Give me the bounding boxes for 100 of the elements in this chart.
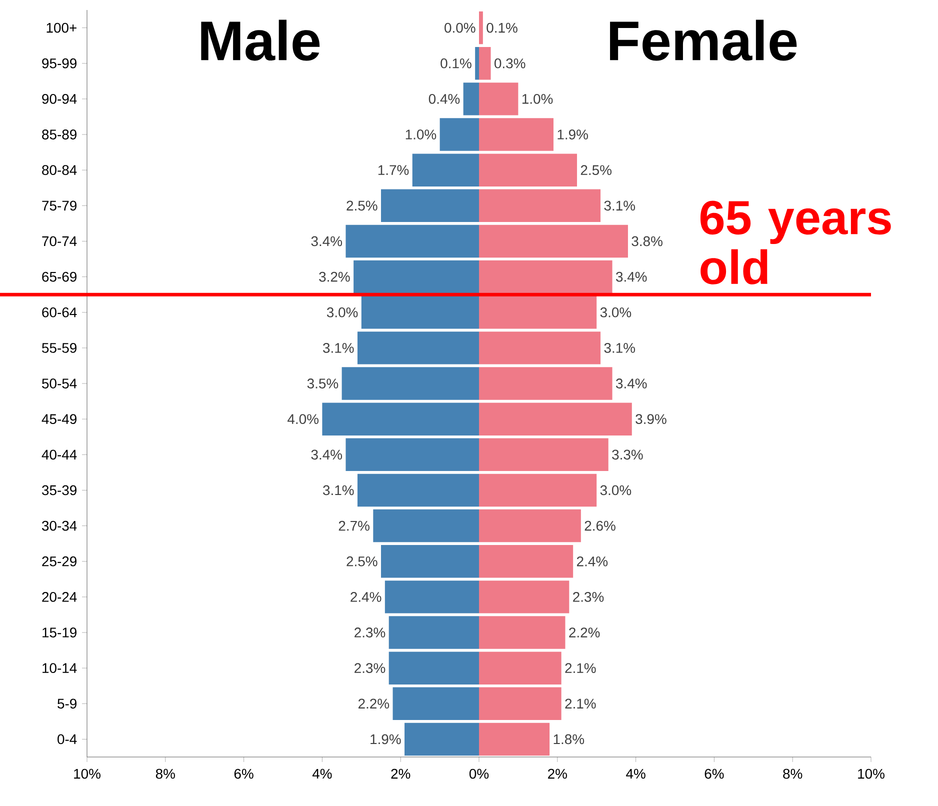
x-tick-label: 6% — [704, 768, 724, 779]
data-label: 3.1% — [323, 485, 354, 496]
y-tick-label: 0-4 — [58, 734, 77, 744]
y-tick-label: 75-79 — [42, 200, 76, 211]
y-tick-label: 5-9 — [58, 698, 76, 709]
bar — [463, 82, 480, 116]
data-label: 3.9% — [636, 414, 666, 424]
data-label: 3.0% — [600, 307, 632, 318]
bar — [479, 580, 570, 614]
data-label: 2.2% — [569, 628, 600, 638]
y-tick-label: 30-34 — [42, 520, 77, 531]
y-tick-label: 25-29 — [42, 556, 76, 566]
data-label: 3.2% — [319, 272, 350, 282]
y-tick-label: 95-99 — [42, 58, 76, 68]
data-label: 2.2% — [358, 698, 390, 709]
data-label: 3.0% — [326, 307, 358, 318]
data-label: 1.0% — [522, 94, 553, 104]
y-tick-label: 20-24 — [42, 592, 77, 602]
bar — [354, 260, 480, 294]
y-tick-label: 35-39 — [42, 485, 76, 496]
bar — [388, 652, 480, 684]
data-label: 2.1% — [565, 698, 596, 709]
data-label: 0.1% — [486, 22, 518, 33]
bar — [479, 402, 632, 436]
y-tick-label: 45-49 — [42, 414, 76, 424]
bar — [479, 722, 550, 756]
bar — [479, 189, 601, 222]
bar — [479, 296, 597, 329]
y-tick-label: 85-89 — [42, 130, 76, 140]
y-tick-label: 15-19 — [42, 628, 76, 638]
x-tick-label: 10% — [858, 768, 884, 779]
data-label: 2.5% — [346, 200, 378, 211]
bar — [479, 545, 574, 578]
data-label: 0.0% — [444, 22, 476, 33]
data-label: 1.0% — [406, 130, 436, 140]
y-tick-label: 100+ — [46, 22, 76, 33]
bar — [479, 82, 518, 116]
y-tick-label: 70-74 — [42, 236, 77, 246]
data-label: 3.0% — [600, 485, 632, 496]
data-label: 3.4% — [311, 450, 342, 460]
bar — [342, 367, 480, 400]
bar — [404, 722, 480, 756]
x-tick-label: 8% — [783, 768, 802, 779]
data-label: 3.4% — [616, 378, 647, 388]
bar — [479, 474, 597, 507]
bar — [388, 616, 480, 649]
data-label: 1.9% — [558, 130, 588, 140]
data-label: 3.8% — [632, 236, 662, 246]
data-label: 3.1% — [323, 342, 354, 353]
bar — [381, 189, 480, 222]
data-label: 4.0% — [288, 414, 319, 424]
data-label: 2.7% — [338, 520, 370, 531]
data-label: 2.1% — [565, 663, 596, 673]
bar — [479, 118, 554, 151]
series-label: Female — [610, 20, 797, 61]
bar — [479, 367, 612, 400]
bar — [479, 11, 483, 44]
bar — [381, 545, 480, 578]
ref-line-label: 65 years old — [700, 200, 891, 284]
y-tick-label: 50-54 — [42, 378, 77, 388]
data-label: 3.4% — [311, 236, 342, 246]
bar — [479, 687, 562, 720]
data-label: 0.3% — [494, 58, 526, 68]
x-tick-label: 6% — [234, 768, 254, 779]
bar — [479, 332, 601, 364]
data-label: 2.5% — [580, 165, 612, 176]
bar — [479, 224, 628, 258]
data-label: 2.5% — [346, 556, 378, 566]
bar — [479, 509, 581, 542]
bar — [479, 46, 491, 80]
bar — [479, 652, 562, 684]
bar — [361, 296, 480, 329]
data-label: 3.1% — [604, 200, 636, 211]
bar — [322, 402, 480, 436]
x-tick-label: 2% — [548, 768, 567, 779]
x-tick-label: 8% — [156, 768, 175, 779]
data-label: 1.7% — [378, 165, 409, 175]
bar — [479, 616, 566, 649]
bar — [357, 474, 480, 507]
data-label: 3.4% — [616, 272, 647, 282]
data-label: 3.3% — [612, 450, 643, 460]
y-tick-label: 80-84 — [42, 165, 77, 176]
bar — [357, 332, 480, 364]
x-tick-label: 0% — [469, 768, 489, 779]
data-label: 2.6% — [584, 520, 616, 531]
bar — [346, 438, 480, 472]
data-label: 0.1% — [440, 58, 472, 68]
data-label: 2.3% — [354, 628, 386, 638]
text: Male — [201, 20, 320, 61]
data-label: 0.4% — [428, 94, 460, 104]
bar — [346, 224, 480, 258]
bar — [384, 580, 480, 614]
x-tick-label: 10% — [74, 768, 100, 779]
y-tick-label: 90-94 — [42, 94, 77, 104]
bar — [412, 154, 480, 186]
y-tick-label: 55-59 — [42, 342, 76, 353]
bar — [479, 438, 608, 472]
bar — [440, 118, 480, 151]
bar — [392, 687, 480, 720]
data-label: 2.3% — [354, 663, 386, 674]
